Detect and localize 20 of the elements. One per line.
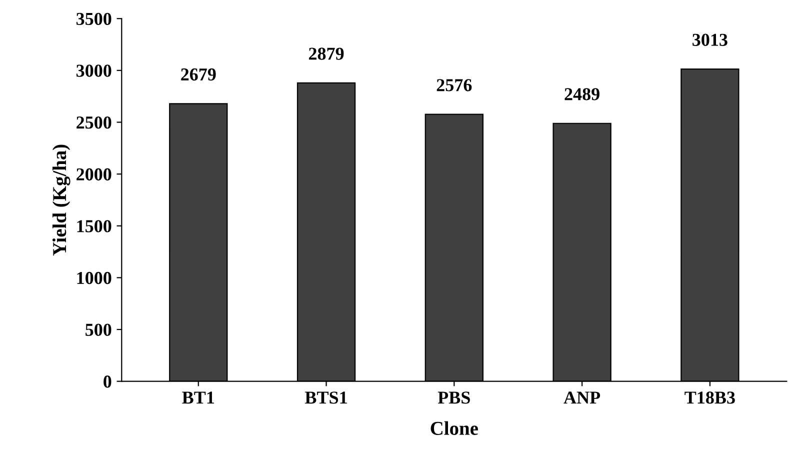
y-tick-label: 1000 xyxy=(77,272,112,284)
y-axis-title: Yield (Kg/ha) xyxy=(52,144,70,256)
data-label: 3013 xyxy=(692,34,728,46)
y-tick-label: 3500 xyxy=(76,12,112,26)
y-tick-label: 1500 xyxy=(77,220,112,232)
y-tick-label: 3000 xyxy=(76,64,112,77)
data-label: 2679 xyxy=(181,68,216,81)
data-label: 2879 xyxy=(308,48,344,60)
x-tick-label: BT1 xyxy=(182,392,214,404)
x-tick-label: PBS xyxy=(438,392,470,404)
y-tick-label: 0 xyxy=(104,376,112,388)
x-tick-label: BTS1 xyxy=(304,392,347,404)
x-axis-title: Clone xyxy=(430,421,478,435)
data-label: 2576 xyxy=(436,79,472,92)
x-tick-label: ANP xyxy=(564,392,600,404)
y-tick-label: 2500 xyxy=(76,116,112,129)
data-label: 2489 xyxy=(564,88,600,100)
x-tick-label: T18B3 xyxy=(684,392,735,404)
y-tick-label: 2000 xyxy=(76,168,112,180)
y-tick-label: 500 xyxy=(86,324,112,336)
